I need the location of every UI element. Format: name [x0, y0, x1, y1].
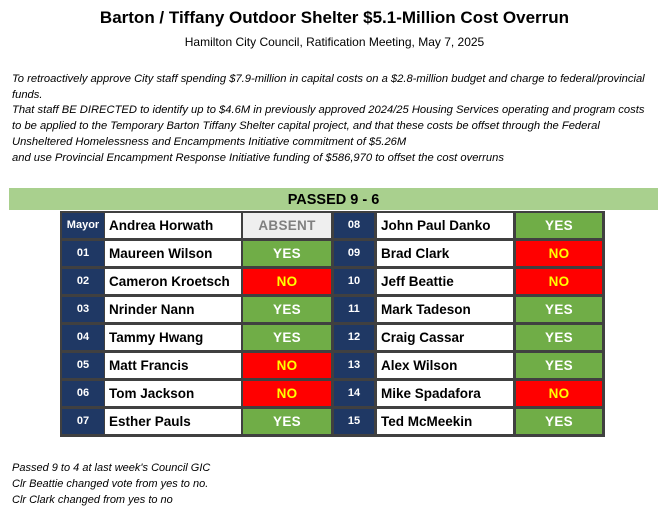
councillor-name: Jeff Beattie	[377, 269, 513, 294]
councillor-name: Mike Spadafora	[377, 381, 513, 406]
ward-number: 06	[62, 381, 104, 406]
motion-paragraph: and use Provincial Encampment Response I…	[12, 151, 504, 164]
councillor-name: Esther Pauls	[105, 409, 241, 434]
councillor-name: Craig Cassar	[377, 325, 513, 350]
motion-text: To retroactively approve City staff spen…	[12, 72, 652, 166]
councillor-name: Ted McMeekin	[377, 409, 513, 434]
councillor-name: John Paul Danko	[377, 213, 513, 238]
ward-number: 01	[62, 241, 104, 266]
ward-number: 10	[334, 269, 374, 294]
councillor-name: Andrea Horwath	[105, 213, 241, 238]
note-line: Clr Beattie changed vote from yes to no.	[12, 478, 209, 490]
councillor-name: Tom Jackson	[105, 381, 241, 406]
vote-badge: NO	[516, 269, 602, 294]
vote-badge: YES	[516, 297, 602, 322]
councillor-name: Matt Francis	[105, 353, 241, 378]
vote-badge: YES	[243, 297, 331, 322]
vote-badge: YES	[516, 325, 602, 350]
ward-number: 07	[62, 409, 104, 434]
councillor-name: Tammy Hwang	[105, 325, 241, 350]
vote-badge: NO	[243, 381, 331, 406]
councillor-name: Maureen Wilson	[105, 241, 241, 266]
vote-badge: NO	[243, 269, 331, 294]
ward-number: 13	[334, 353, 374, 378]
ward-number: 05	[62, 353, 104, 378]
vote-badge: NO	[516, 241, 602, 266]
ward-number: 09	[334, 241, 374, 266]
vote-badge: YES	[243, 241, 331, 266]
motion-paragraph: That staff BE DIRECTED to identify up to…	[12, 104, 645, 148]
notes: Passed 9 to 4 at last week's Council GIC…	[12, 460, 412, 508]
result-banner: PASSED 9 - 6	[9, 188, 658, 210]
page-subtitle: Hamilton City Council, Ratification Meet…	[184, 35, 485, 49]
page-title: Barton / Tiffany Outdoor Shelter $5.1-Mi…	[99, 8, 570, 27]
councillor-name: Nrinder Nann	[105, 297, 241, 322]
vote-table: Mayor Andrea Horwath ABSENT 01 Maureen Wilso…	[60, 211, 605, 437]
ward-number: 12	[334, 325, 374, 350]
vote-badge: YES	[516, 409, 602, 434]
note-line: Clr Clark changed from yes to no	[12, 494, 173, 506]
councillor-name: Mark Tadeson	[377, 297, 513, 322]
vote-badge: NO	[516, 381, 602, 406]
councillor-name: Brad Clark	[377, 241, 513, 266]
ward-number: 11	[334, 297, 374, 322]
vote-badge: YES	[243, 325, 331, 350]
ward-number: 02	[62, 269, 104, 294]
vote-badge: ABSENT	[243, 213, 331, 238]
councillor-name: Alex Wilson	[377, 353, 513, 378]
vote-badge: YES	[516, 213, 602, 238]
vote-badge: YES	[243, 409, 331, 434]
ward-number: 14	[334, 381, 374, 406]
ward-number: 08	[334, 213, 374, 238]
vote-badge: YES	[516, 353, 602, 378]
motion-paragraph: To retroactively approve City staff spen…	[12, 73, 645, 101]
ward-number: 04	[62, 325, 104, 350]
note-line: Passed 9 to 4 at last week's Council GIC	[12, 462, 211, 474]
vote-badge: NO	[243, 353, 331, 378]
ward-number: Mayor	[62, 213, 104, 238]
ward-number: 03	[62, 297, 104, 322]
councillor-name: Cameron Kroetsch	[105, 269, 241, 294]
ward-number: 15	[334, 409, 374, 434]
